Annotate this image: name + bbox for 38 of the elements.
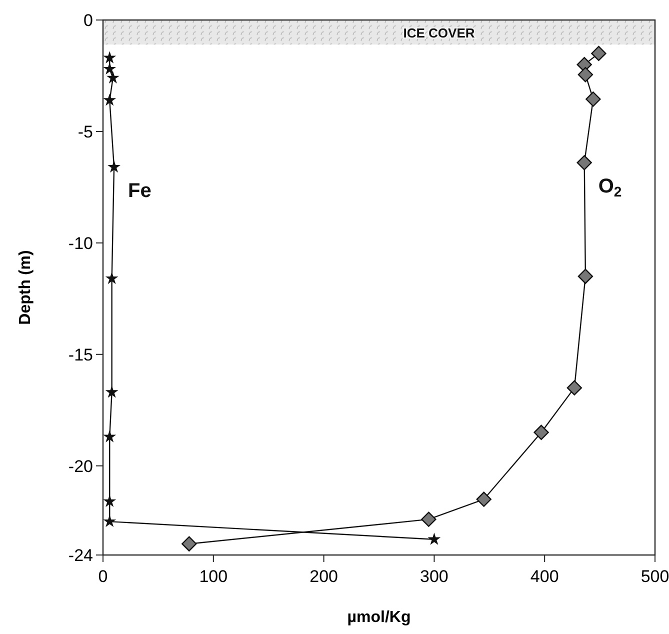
y-tick-label: -15 [68, 345, 93, 364]
point [104, 94, 116, 106]
y-axis-title: Depth (m) [17, 250, 34, 325]
point [566, 380, 582, 396]
point [586, 92, 601, 107]
x-tick-label: 500 [640, 567, 669, 586]
point [104, 516, 116, 526]
y-tick-label: 0 [84, 11, 93, 30]
point [578, 67, 594, 82]
x-tick-label: 300 [420, 567, 448, 586]
point [104, 496, 116, 506]
x-tick-label: 200 [310, 567, 338, 586]
y-tick-label: -24 [68, 546, 93, 565]
y-tick-label: -20 [68, 456, 93, 476]
point [421, 512, 436, 527]
point [576, 155, 592, 170]
point [476, 492, 492, 507]
point [107, 72, 119, 83]
point [534, 424, 549, 440]
point [578, 268, 594, 284]
point [106, 272, 118, 284]
series-label: Fe [128, 180, 152, 202]
series-label: O$_{2}$ [598, 176, 622, 200]
y-tick-label: -10 [68, 234, 93, 253]
band-label: ICE COVER [403, 25, 476, 40]
point [106, 386, 118, 398]
point [108, 161, 120, 172]
x-tick-label: 400 [530, 567, 559, 586]
y-tick-label: -5 [78, 122, 93, 142]
point [104, 52, 116, 63]
point [428, 533, 440, 544]
x-tick-label: 0 [98, 567, 108, 586]
point [104, 63, 116, 74]
x-axis-title: µmol/Kg [347, 609, 411, 626]
point [104, 430, 116, 442]
point [182, 536, 197, 552]
x-tick-label: 100 [199, 567, 228, 586]
point [591, 46, 606, 62]
